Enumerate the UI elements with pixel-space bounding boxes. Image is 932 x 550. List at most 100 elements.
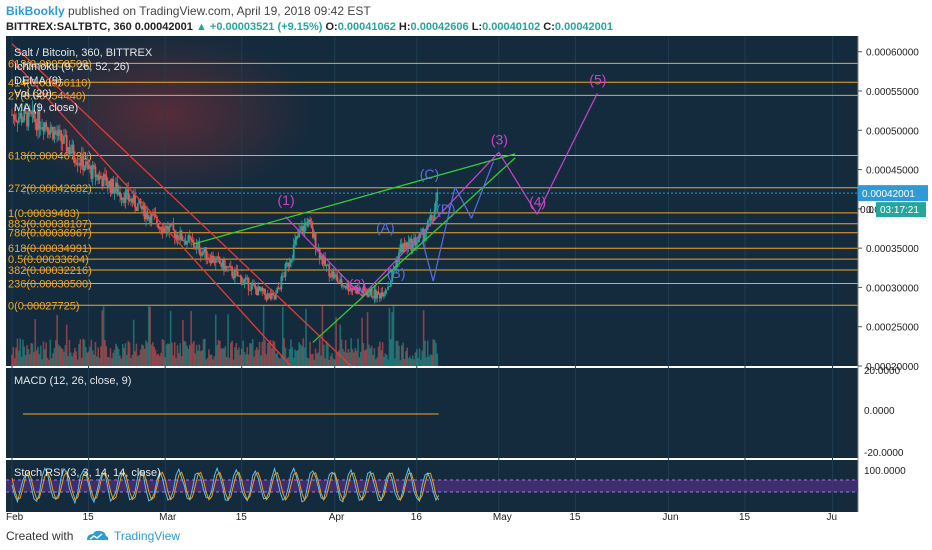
candle-body — [12, 114, 15, 116]
candle-body — [392, 270, 395, 271]
volume-bar — [205, 359, 207, 366]
low-value: 0.00040102 — [482, 21, 541, 33]
candle-body — [430, 215, 433, 221]
volume-bar — [365, 349, 367, 366]
corrective-path — [470, 161, 494, 219]
volume-bar — [284, 347, 287, 366]
macd-pane[interactable] — [6, 368, 858, 458]
volume-bar — [321, 304, 324, 366]
chart-title: Salt / Bitcoin, 360, BITTREX — [14, 47, 153, 59]
volume-bar — [164, 357, 166, 366]
volume-bar — [287, 357, 290, 366]
candle-body — [52, 127, 54, 140]
volume-bar — [236, 349, 239, 366]
candle-body — [164, 226, 167, 232]
candle-body — [80, 154, 83, 166]
tradingview-brand[interactable]: TradingView — [114, 529, 181, 543]
candle-body — [162, 226, 165, 233]
candle-body — [322, 257, 325, 265]
volume-bar — [24, 355, 27, 366]
up-arrow-icon: ▲ — [195, 21, 207, 33]
candle-body — [359, 290, 362, 292]
volume-bar — [204, 338, 206, 366]
candle-body — [396, 260, 399, 263]
volume-bar — [132, 319, 135, 366]
fib-label: 0.5(0.00033604) — [8, 254, 89, 266]
green-upper-line — [192, 153, 516, 245]
candle-body — [243, 279, 246, 283]
volume-bar — [235, 343, 238, 366]
volume-bar — [347, 348, 350, 366]
candle-body — [157, 224, 160, 229]
candle-body — [24, 109, 27, 113]
candle-body — [307, 219, 310, 226]
volume-bar — [208, 349, 210, 366]
volume-bar — [202, 339, 205, 366]
candle-body — [124, 191, 127, 203]
candle-body — [221, 259, 224, 267]
candle-body — [317, 247, 320, 250]
volume-bar — [85, 347, 87, 366]
corrective-path — [432, 186, 456, 282]
corrective-label: (C) — [420, 166, 439, 182]
candle-body — [255, 288, 258, 296]
volume-bar — [261, 342, 264, 366]
volume-bar — [214, 314, 217, 366]
volume-bar — [307, 358, 310, 366]
volume-bar — [429, 354, 432, 366]
price-tick-label: 0.00045000 — [866, 166, 919, 177]
volume-bar — [351, 349, 354, 366]
candle-body — [414, 237, 417, 246]
symbol-info: BITTREX:SALTBTC, 360 0.00042001 ▲ +0.000… — [6, 21, 613, 33]
volume-bar — [60, 347, 63, 366]
candle-body — [46, 126, 49, 133]
legend-dema: DEMA (9) — [14, 75, 62, 87]
publish-info: BikBookly published on TradingView.com, … — [6, 4, 371, 18]
volume-bar — [137, 355, 139, 366]
volume-bar — [38, 354, 41, 366]
volume-bar — [76, 359, 79, 366]
volume-bar — [116, 346, 119, 366]
legend-vol: Vol (20) — [14, 88, 52, 100]
candle-body — [246, 277, 249, 279]
candle-body — [166, 226, 169, 232]
volume-bar — [131, 354, 134, 366]
candle-body — [403, 243, 406, 248]
volume-bar — [292, 357, 295, 366]
candle-body — [173, 230, 176, 239]
volume-bar — [22, 339, 24, 366]
volume-bar — [15, 347, 17, 366]
author-name[interactable]: BikBookly — [6, 4, 65, 18]
volume-bar — [59, 346, 61, 366]
chart-area[interactable]: 618(0.00058509) 414(0.00056110)27(0.00054… — [0, 36, 932, 522]
candle-body — [336, 276, 339, 282]
candle-body — [299, 230, 302, 232]
volume-bar — [250, 343, 253, 366]
candle-body — [272, 293, 275, 295]
volume-bar — [366, 312, 369, 366]
candle-body — [172, 224, 175, 231]
candle-body — [236, 271, 239, 277]
candle-body — [422, 229, 425, 241]
candle-body — [366, 293, 369, 297]
volume-bar — [265, 354, 268, 366]
candle-body — [117, 191, 120, 195]
candle-body — [206, 257, 209, 260]
candle-body — [94, 166, 97, 178]
candle-body — [49, 129, 52, 135]
volume-bar — [26, 345, 28, 366]
candle-body — [279, 287, 281, 290]
volume-bar — [383, 356, 385, 366]
volume-bar — [80, 358, 83, 366]
candle-body — [86, 161, 89, 165]
wave-path — [536, 93, 598, 215]
volume-bar — [154, 349, 157, 366]
tradingview-logo-icon — [87, 530, 109, 540]
volume-bar — [254, 349, 257, 366]
volume-bar — [374, 359, 377, 366]
volume-bar — [290, 339, 292, 366]
volume-bar — [53, 348, 56, 366]
candle-body — [106, 185, 109, 187]
candle-body — [292, 244, 295, 259]
time-tick-label: 15 — [739, 512, 751, 522]
